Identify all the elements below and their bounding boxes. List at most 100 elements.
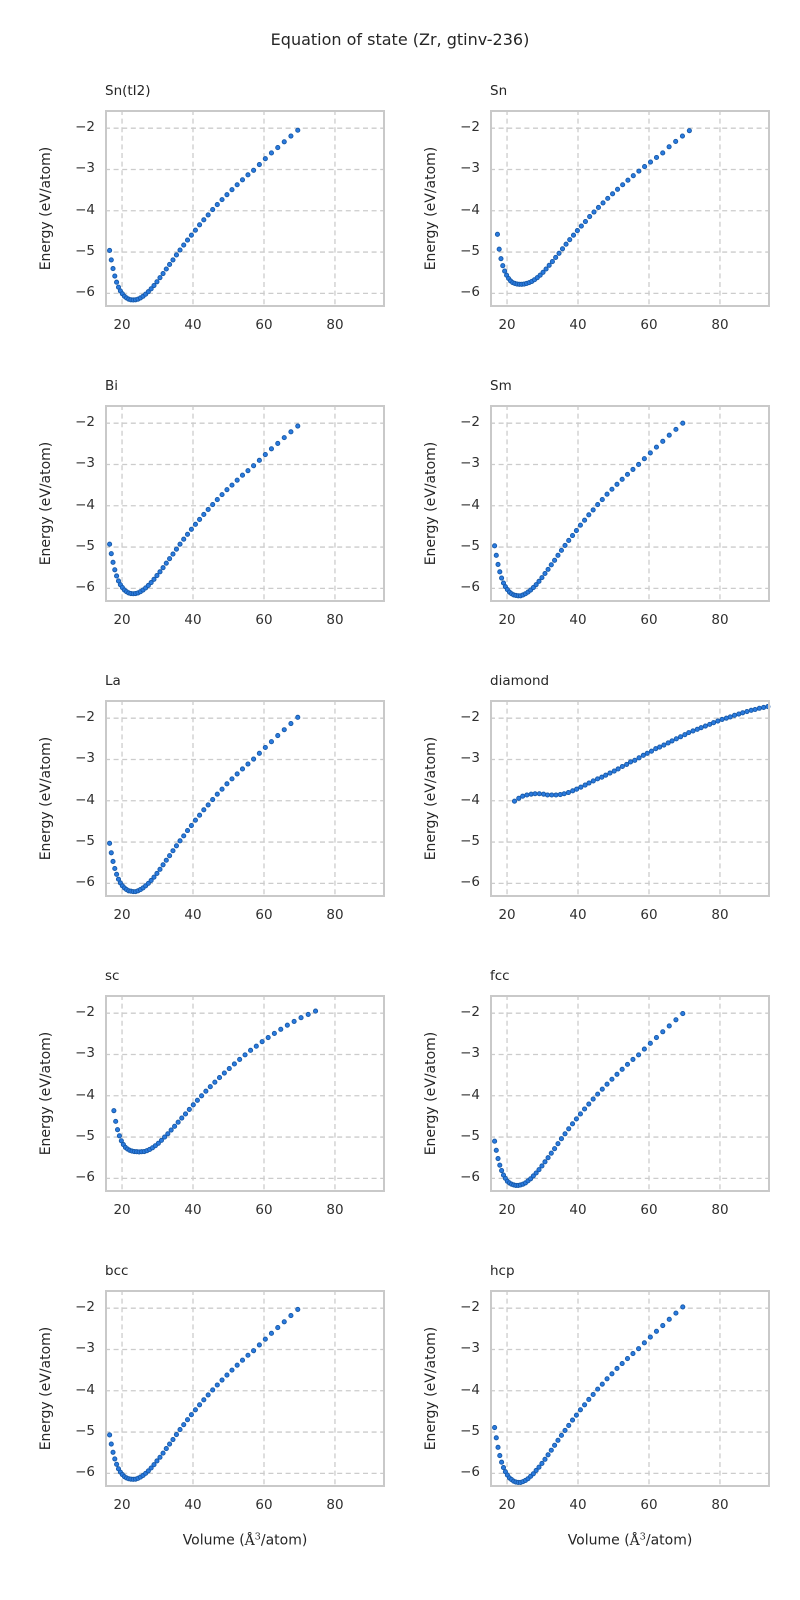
xtick-label: 60	[640, 1497, 658, 1513]
xtick-label: 80	[326, 907, 344, 923]
ytick-label: −4	[75, 496, 95, 513]
axes-border	[105, 995, 385, 1192]
axes-border	[105, 700, 385, 897]
angstrom-cubed-symbol: Å3	[629, 1531, 646, 1549]
y-axis-label: Energy (eV/atom)	[423, 736, 439, 861]
plot-area-diamond	[490, 700, 771, 897]
axes-border	[490, 995, 770, 1192]
scatter-series-hcp	[492, 1304, 686, 1486]
axes-border	[105, 1290, 385, 1487]
ytick-label: −6	[460, 1169, 480, 1186]
ytick-label: −4	[75, 1381, 95, 1398]
x-axis-label: Volume (Å3/atom)	[567, 1531, 693, 1549]
xtick-label: 20	[113, 1497, 131, 1513]
axes-border	[490, 405, 770, 602]
ytick-label: −2	[75, 1004, 95, 1021]
angstrom-cubed-symbol: Å3	[244, 1531, 261, 1549]
ytick-label: −3	[460, 1045, 480, 1062]
ytick-label: −5	[460, 833, 480, 850]
ytick-label: −4	[460, 1381, 480, 1398]
subplot-title-sc: sc	[105, 968, 120, 984]
scatter-series-sn-ti2	[107, 127, 301, 303]
xtick-label: 80	[326, 612, 344, 628]
subplot-title-sn: Sn	[490, 83, 508, 99]
xtick-label: 40	[184, 317, 202, 333]
subplot-title-sm: Sm	[490, 378, 512, 394]
y-axis-label: Energy (eV/atom)	[38, 146, 54, 271]
plot-area-bi	[105, 405, 385, 602]
xtick-label: 60	[640, 1202, 658, 1218]
xtick-label: 20	[498, 612, 516, 628]
ytick-label: −2	[460, 119, 480, 136]
subplot-title-diamond: diamond	[490, 673, 550, 689]
xtick-label: 80	[326, 1497, 344, 1513]
ytick-label: −3	[460, 455, 480, 472]
xtick-label: 60	[255, 907, 273, 923]
xtick-label: 20	[498, 1202, 516, 1218]
xtick-label: 60	[255, 1202, 273, 1218]
y-axis-label: Energy (eV/atom)	[423, 1031, 439, 1156]
figure-title: Equation of state (Zr, gtinv-236)	[270, 30, 530, 49]
ytick-label: −6	[460, 874, 480, 891]
xtick-label: 40	[569, 317, 587, 333]
xtick-label: 40	[569, 1497, 587, 1513]
xtick-label: 40	[184, 612, 202, 628]
xtick-label: 60	[640, 907, 658, 923]
xtick-label: 60	[255, 1497, 273, 1513]
ytick-label: −3	[75, 750, 95, 767]
ytick-label: −6	[460, 1464, 480, 1481]
plot-area-sc	[105, 995, 385, 1192]
xtick-label: 80	[326, 1202, 344, 1218]
ytick-label: −6	[75, 579, 95, 596]
xtick-label: 40	[184, 1497, 202, 1513]
xtick-label: 20	[498, 1497, 516, 1513]
xtick-label: 80	[711, 1202, 729, 1218]
subplot-title-bcc: bcc	[105, 1263, 129, 1279]
ytick-label: −5	[75, 1128, 95, 1145]
xtick-label: 40	[184, 1202, 202, 1218]
xtick-label: 20	[113, 907, 131, 923]
subplot-title-bi: Bi	[105, 378, 119, 394]
axes-border	[490, 110, 770, 307]
xtick-label: 40	[569, 907, 587, 923]
ytick-label: −2	[75, 119, 95, 136]
subplot-title-fcc: fcc	[490, 968, 510, 984]
ytick-label: −4	[460, 1086, 480, 1103]
scatter-series-bcc	[107, 1306, 301, 1482]
ytick-label: −2	[75, 1299, 95, 1316]
ytick-label: −6	[75, 874, 95, 891]
plot-area-sm	[490, 405, 770, 602]
plot-area-la	[105, 700, 385, 897]
y-axis-label: Energy (eV/atom)	[423, 1326, 439, 1451]
xtick-label: 60	[640, 612, 658, 628]
ytick-label: −3	[75, 455, 95, 472]
plot-area-bcc	[105, 1290, 385, 1487]
y-axis-label: Energy (eV/atom)	[423, 146, 439, 271]
xtick-label: 60	[255, 612, 273, 628]
xtick-label: 60	[255, 317, 273, 333]
ytick-label: −5	[460, 1423, 480, 1440]
ytick-label: −4	[460, 201, 480, 218]
plot-area-hcp	[490, 1290, 770, 1487]
x-axis-label: Volume (Å3/atom)	[182, 1531, 308, 1549]
scatter-series-bi	[107, 423, 301, 597]
ytick-label: −2	[460, 1299, 480, 1316]
subplot-title-hcp: hcp	[490, 1263, 515, 1279]
xtick-label: 80	[711, 612, 729, 628]
scatter-series-la	[107, 714, 301, 895]
plot-area-sn-ti2	[105, 110, 385, 307]
ytick-label: −5	[460, 243, 480, 260]
ytick-label: −6	[460, 284, 480, 301]
xtick-label: 40	[569, 612, 587, 628]
xtick-label: 40	[184, 907, 202, 923]
ytick-label: −3	[460, 1340, 480, 1357]
ytick-label: −6	[460, 579, 480, 596]
ytick-label: −4	[75, 791, 95, 808]
ytick-label: −4	[75, 201, 95, 218]
axes-border	[105, 405, 385, 602]
y-axis-label: Energy (eV/atom)	[38, 736, 54, 861]
scatter-series-sn	[494, 128, 692, 287]
ytick-label: −5	[75, 243, 95, 260]
xtick-label: 20	[113, 317, 131, 333]
ytick-label: −3	[460, 160, 480, 177]
